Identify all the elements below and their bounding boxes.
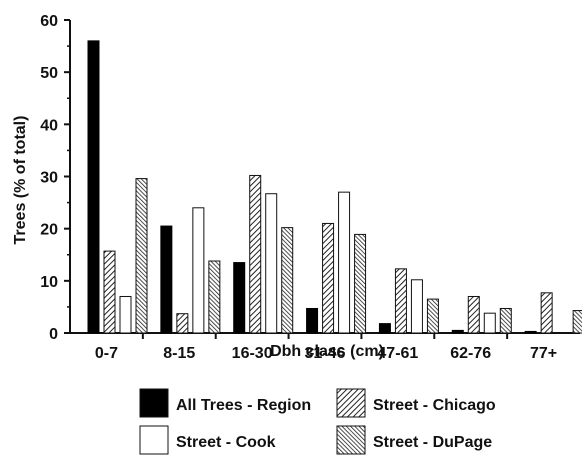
- bar-street-chicago-3: [322, 222, 335, 334]
- bar-street-chicago-5: [467, 295, 480, 334]
- bar-street-cook-0: [119, 295, 132, 334]
- x-tick-label: 16-30: [232, 345, 273, 362]
- bar-street-dupage-2: [281, 227, 294, 334]
- bar-all-trees-region-5: [451, 329, 464, 334]
- bar-street-dupage-6: [572, 310, 582, 334]
- x-axis-title: Dbh class (cm): [270, 343, 384, 360]
- x-tick-label: 77+: [530, 345, 557, 362]
- legend-label: Street - Chicago: [373, 397, 496, 414]
- bar-street-chicago-2: [249, 174, 262, 334]
- bar-street-chicago-1: [176, 313, 189, 334]
- bar-street-dupage-3: [354, 233, 367, 334]
- y-tick-label: 40: [40, 117, 58, 134]
- bar-street-dupage-0: [135, 178, 148, 334]
- bar-street-chicago-6: [540, 292, 553, 334]
- legend-swatch: [139, 388, 169, 418]
- x-tick-label: 62-76: [450, 345, 491, 362]
- bar-all-trees-region-4: [378, 323, 391, 334]
- x-tick-label: 31-46: [305, 345, 346, 362]
- bar-all-trees-region-6: [524, 330, 537, 334]
- bar-street-dupage-4: [426, 298, 439, 334]
- y-axis-title: Trees (% of total): [12, 116, 29, 245]
- bar-street-chicago-0: [103, 250, 116, 334]
- bar-street-chicago-4: [394, 268, 407, 334]
- bar-street-dupage-5: [499, 307, 512, 334]
- bar-all-trees-region-0: [87, 40, 100, 334]
- x-tick-label: 8-15: [163, 345, 195, 362]
- legend-label: All Trees - Region: [176, 397, 311, 414]
- bar-all-trees-region-2: [233, 262, 246, 334]
- y-tick-label: 10: [40, 274, 58, 291]
- bar-street-cook-3: [338, 191, 351, 334]
- y-tick-label: 0: [49, 326, 58, 343]
- tick-labels: 0 10 20 30 40 50 60 0-7 8-15 16-30 31-46 47-61 62-76…: [40, 13, 557, 362]
- legend-swatch: [336, 425, 366, 455]
- bar-all-trees-region-3: [306, 307, 319, 334]
- bar-street-cook-2: [265, 193, 278, 334]
- legend-label: Street - Cook: [176, 434, 276, 451]
- legend-swatch: [139, 425, 169, 455]
- bar-street-cook-4: [410, 279, 423, 334]
- legend: All Trees - Region Street - Chicago Street…: [139, 388, 496, 455]
- y-tick-label: 60: [40, 13, 58, 30]
- x-tick-label: 47-61: [377, 345, 418, 362]
- bar-street-cook-5: [483, 312, 496, 334]
- legend-swatch: [336, 388, 366, 418]
- y-tick-label: 30: [40, 170, 58, 187]
- bars: [87, 40, 582, 334]
- bar-street-dupage-1: [208, 260, 221, 334]
- y-tick-label: 50: [40, 65, 58, 82]
- y-tick-label: 20: [40, 222, 58, 239]
- bar-all-trees-region-1: [160, 225, 173, 334]
- legend-label: Street - DuPage: [373, 434, 492, 451]
- x-tick-label: 0-7: [95, 345, 118, 362]
- bar-street-cook-1: [192, 207, 205, 334]
